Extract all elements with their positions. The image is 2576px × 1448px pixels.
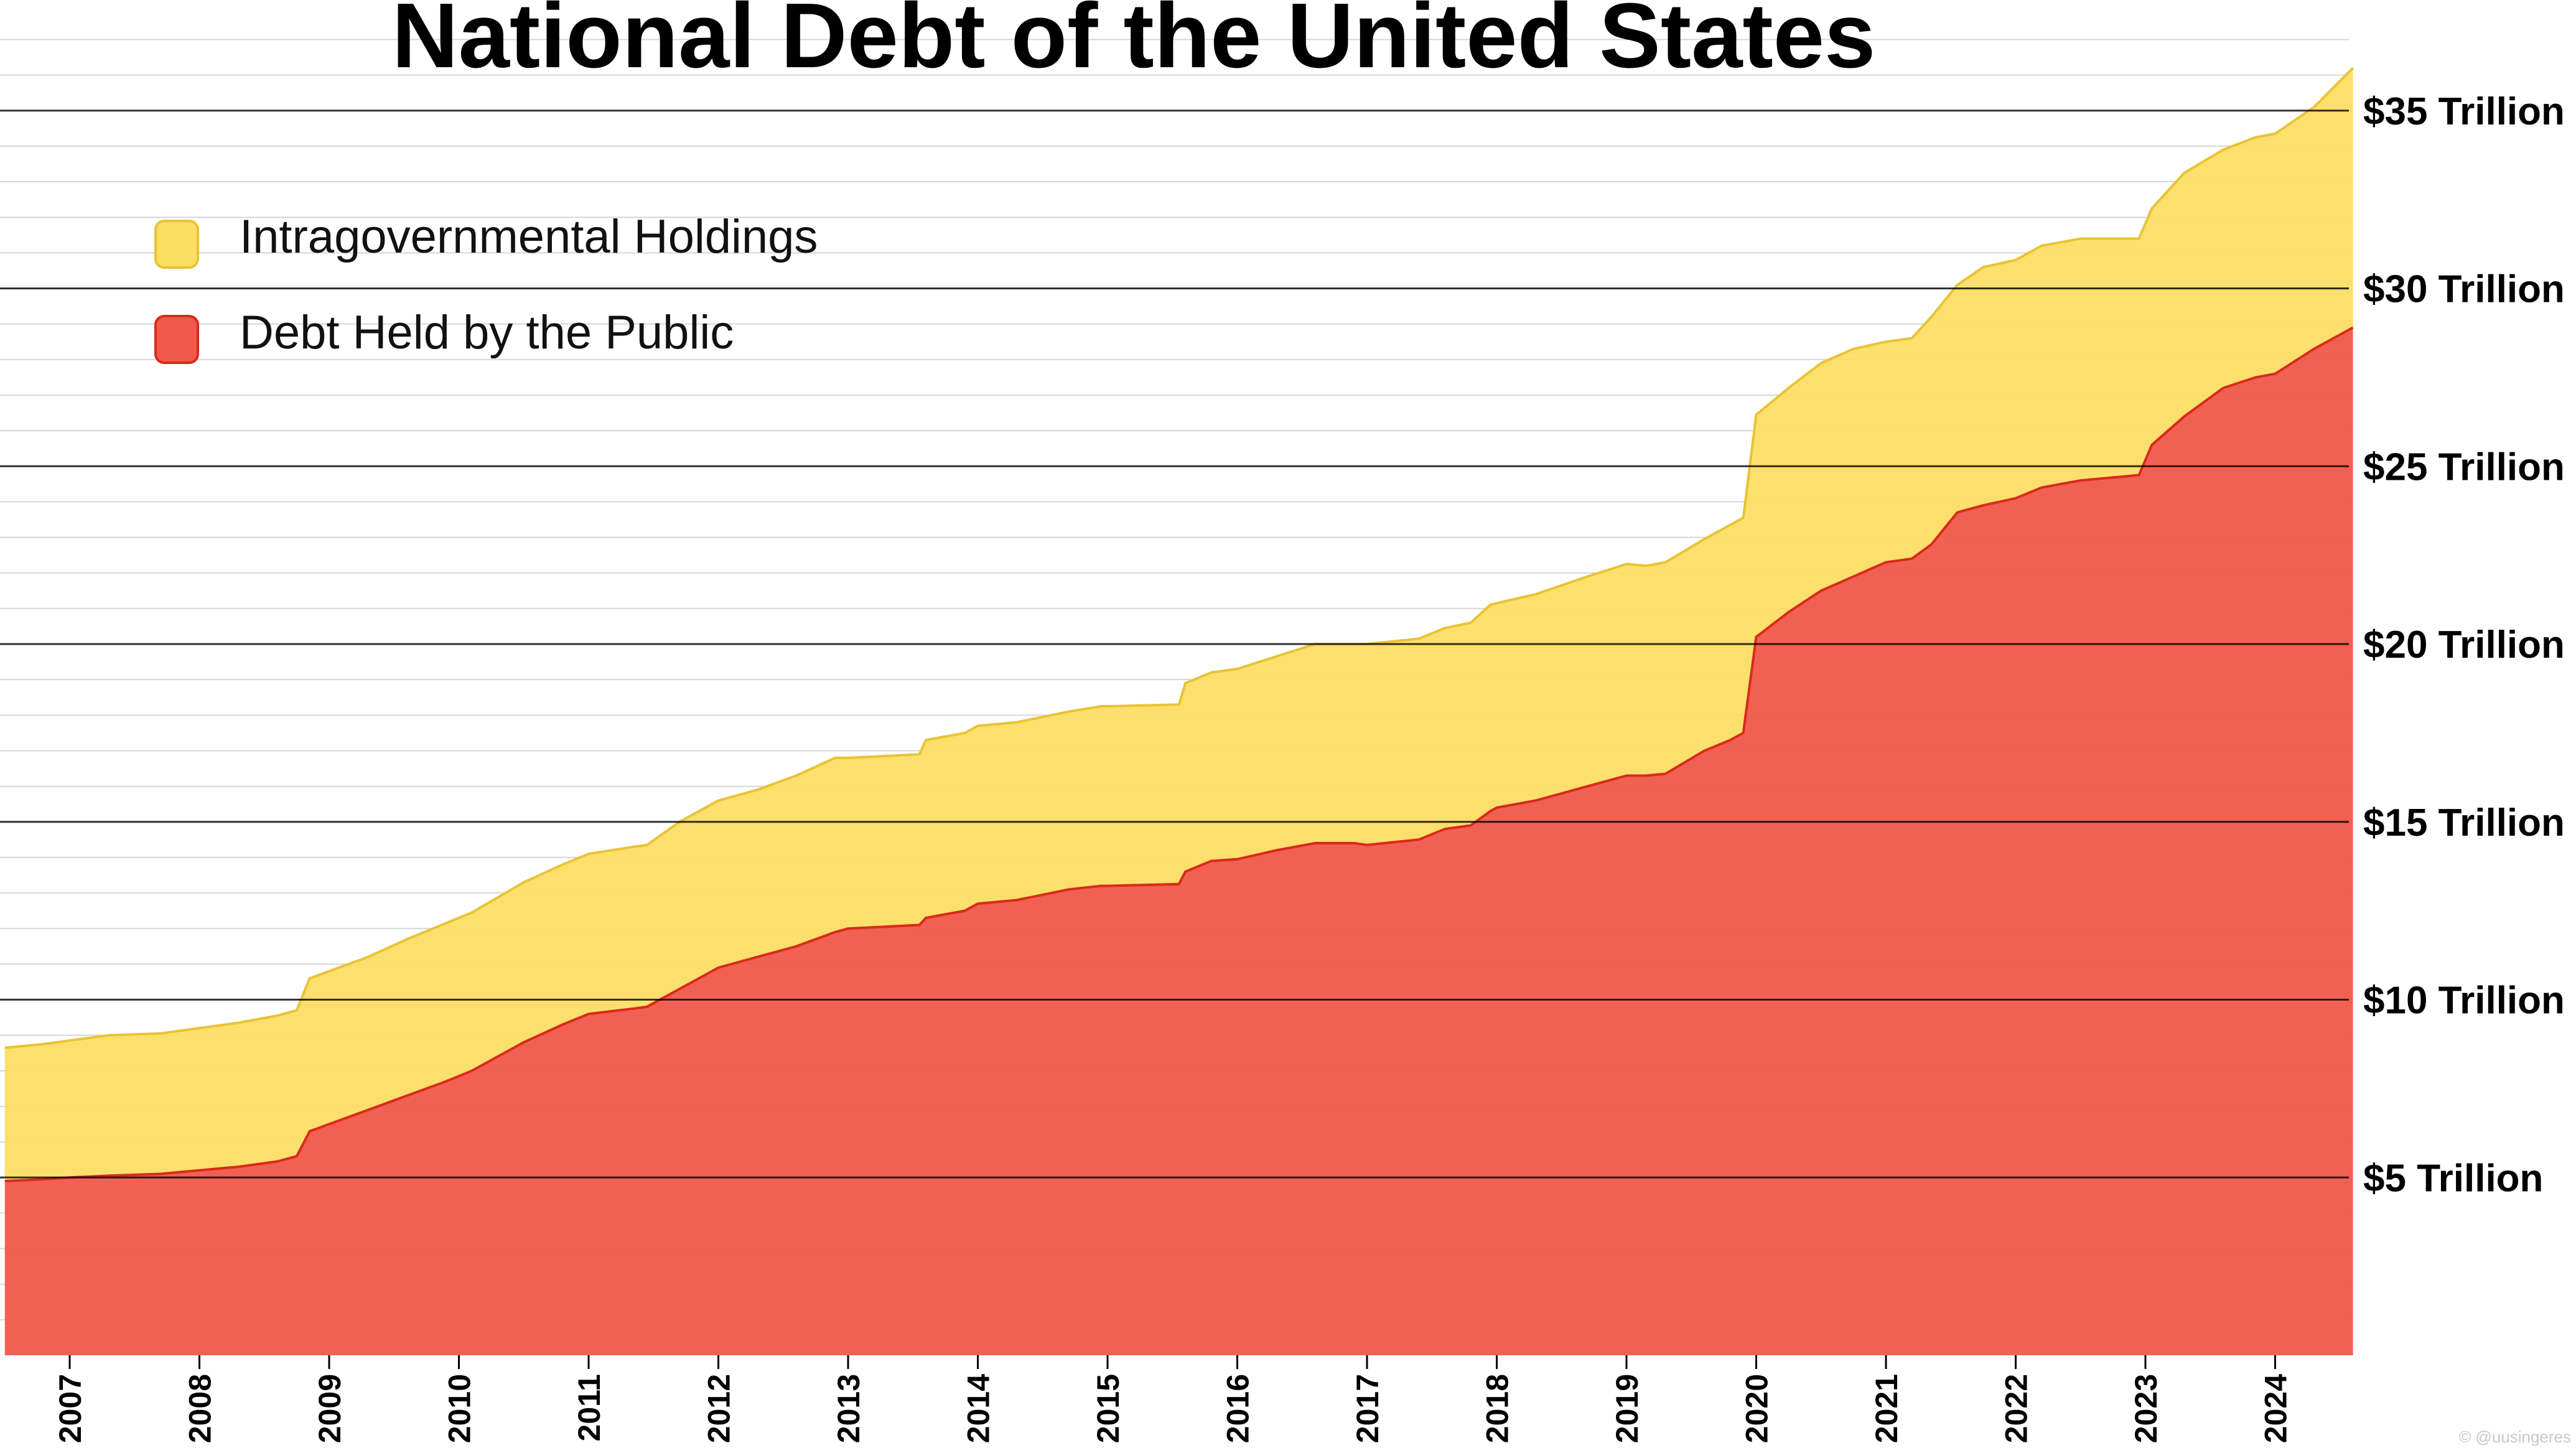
x-tick-label: 2011 [572, 1374, 607, 1441]
y-tick-label: $15 Trillion [2363, 801, 2565, 844]
y-tick-label: $5 Trillion [2363, 1157, 2543, 1200]
x-axis-tick-labels: 2007 2008 2009 2010 2011 2012 2013 2014 2015 2016… [53, 1355, 2294, 1443]
y-tick-label: $30 Trillion [2363, 268, 2565, 311]
x-tick-label: 2017 [1350, 1374, 1385, 1443]
x-tick-label: 2023 [2129, 1374, 2163, 1443]
line-debt-held-by-public [4, 326, 2354, 1182]
x-tick-label: 2012 [702, 1374, 737, 1443]
area-intragovernmental-holdings [4, 68, 2353, 1182]
x-tick-label: 2010 [442, 1374, 477, 1443]
y-tick-label: $10 Trillion [2363, 979, 2565, 1022]
x-tick-label: 2014 [961, 1374, 996, 1443]
x-tick-label: 2020 [1740, 1374, 1775, 1443]
legend-swatch-public-debt [154, 315, 199, 364]
y-tick-label: $25 Trillion [2363, 446, 2565, 488]
legend-label-public-debt: Debt Held by the Public [240, 306, 734, 359]
area-series-layer [4, 67, 2354, 1355]
x-tick-label: 2008 [183, 1374, 218, 1443]
legend: Intragovernmental Holdings Debt Held by … [154, 210, 818, 364]
x-tick-label: 2015 [1091, 1374, 1126, 1443]
x-tick-label: 2007 [53, 1374, 88, 1443]
x-tick-label: 2016 [1221, 1374, 1256, 1443]
y-tick-label: $35 Trillion [2363, 90, 2565, 133]
major-gridlines [0, 110, 2349, 1179]
y-tick-label: $20 Trillion [2363, 624, 2565, 666]
x-tick-label: 2022 [1999, 1374, 2034, 1443]
x-tick-label: 2021 [1869, 1374, 1904, 1443]
legend-swatch-intragovernmental [154, 220, 199, 269]
x-tick-label: 2009 [312, 1374, 347, 1443]
area-debt-held-by-public [4, 327, 2353, 1355]
chart-title: National Debt of the United States [392, 0, 1876, 87]
legend-label-intragovernmental: Intragovernmental Holdings [240, 210, 818, 263]
watermark: © @uusingeres [2459, 1427, 2571, 1446]
y-axis-tick-labels: $5 Trillion $10 Trillion $15 Trillion $20 T… [2363, 90, 2565, 1200]
x-tick-label: 2019 [1610, 1374, 1645, 1443]
x-tick-label: 2013 [831, 1374, 866, 1443]
x-tick-label: 2018 [1480, 1374, 1515, 1443]
x-tick-label: 2024 [2259, 1374, 2294, 1443]
line-intragovernmental-total [4, 67, 2354, 1049]
